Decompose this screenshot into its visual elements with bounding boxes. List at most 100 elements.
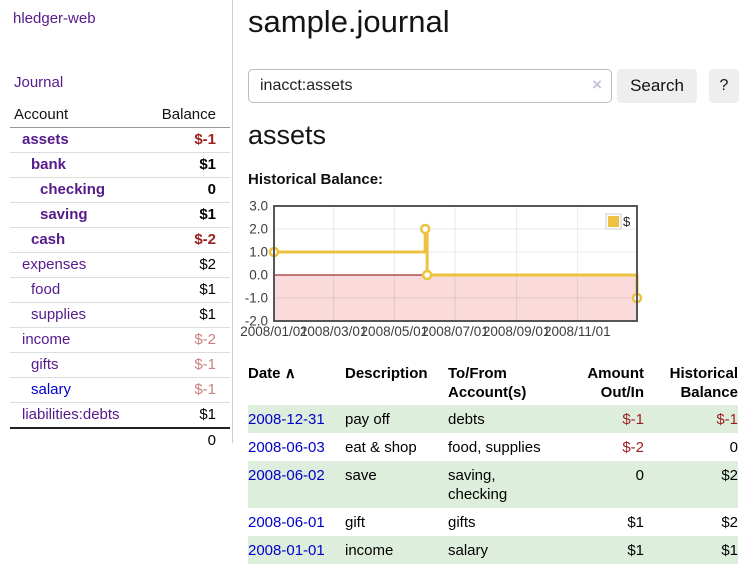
svg-text:1.0: 1.0 bbox=[249, 245, 268, 260]
search-button[interactable]: Search bbox=[617, 69, 697, 103]
transaction-description: income bbox=[345, 536, 448, 564]
svg-text:2.0: 2.0 bbox=[249, 222, 268, 237]
account-row: cash $-2 bbox=[10, 227, 230, 253]
accounts-table-header: Account Balance bbox=[10, 102, 230, 128]
balance-chart: $3.0 2.0 1.0 0.0 -1.0 -2.0 2008/01/01 2008/03/0… bbox=[240, 198, 644, 342]
svg-text:2008/01/01: 2008/01/01 bbox=[240, 324, 308, 339]
register-row: 2008-06-02 save saving, checking 0 $2 bbox=[248, 461, 738, 508]
svg-text:2008/07/01: 2008/07/01 bbox=[421, 324, 489, 339]
register-header: Date ∧ Description To/From Account(s) Am… bbox=[248, 362, 738, 405]
account-row: saving $1 bbox=[10, 202, 230, 228]
transaction-amount: $1 bbox=[627, 514, 644, 531]
transaction-description: gift bbox=[345, 514, 366, 531]
account-row: checking 0 bbox=[10, 177, 230, 203]
svg-text:3.0: 3.0 bbox=[249, 199, 268, 214]
account-link[interactable]: liabilities:debts bbox=[22, 406, 120, 423]
transaction-balance: $2 bbox=[721, 514, 738, 531]
account-row: supplies $1 bbox=[10, 302, 230, 328]
help-button[interactable]: ? bbox=[709, 69, 739, 103]
account-row: food $1 bbox=[10, 277, 230, 303]
register-row: 2008-12-31 pay off debts $-1 $-1 bbox=[248, 405, 738, 433]
accounts-col-account: Account bbox=[10, 102, 143, 128]
account-balance: $1 bbox=[142, 277, 230, 303]
accounts-total-row: 0 bbox=[10, 427, 230, 453]
account-row: expenses $2 bbox=[10, 252, 230, 278]
account-balance: $-1 bbox=[142, 352, 230, 378]
account-link[interactable]: salary bbox=[31, 381, 72, 398]
transaction-description: eat & shop bbox=[345, 439, 417, 456]
transaction-description: pay off bbox=[345, 405, 448, 433]
search-form: × Search ? bbox=[248, 69, 740, 103]
transaction-date-link[interactable]: 2008-06-01 bbox=[248, 514, 325, 531]
transaction-accounts: food, supplies bbox=[448, 439, 541, 456]
account-balance: $1 bbox=[142, 152, 230, 178]
account-row: salary $-1 bbox=[10, 377, 230, 403]
register-col-description: Description bbox=[345, 365, 428, 382]
account-link[interactable]: bank bbox=[31, 156, 67, 173]
balance-chart-svg: $3.0 2.0 1.0 0.0 -1.0 -2.02008/01/012008/03/0… bbox=[240, 199, 643, 339]
account-row: income $-2 bbox=[10, 327, 230, 353]
account-link[interactable]: checking bbox=[40, 181, 106, 198]
account-row: gifts $-1 bbox=[10, 352, 230, 378]
account-balance: $-1 bbox=[142, 127, 230, 153]
account-balance: $1 bbox=[142, 202, 230, 228]
sidebar-item-journal[interactable]: Journal bbox=[14, 74, 64, 91]
accounts-col-balance: Balance bbox=[142, 102, 230, 128]
transaction-date-link[interactable]: 2008-06-03 bbox=[248, 439, 325, 456]
register-col-tofrom: To/From Account(s) bbox=[448, 365, 527, 401]
account-link[interactable]: gifts bbox=[31, 356, 59, 373]
transaction-amount: $-2 bbox=[622, 439, 644, 456]
transaction-accounts: salary bbox=[448, 536, 568, 564]
svg-text:-1.0: -1.0 bbox=[245, 291, 268, 306]
page-title: sample.journal bbox=[248, 4, 450, 39]
accounts-total: 0 bbox=[142, 427, 230, 453]
app-title-link[interactable]: hledger-web bbox=[13, 10, 96, 27]
search-input[interactable] bbox=[250, 71, 584, 101]
account-link[interactable]: cash bbox=[31, 231, 66, 248]
account-heading: assets bbox=[248, 120, 327, 150]
register-table: Date ∧ Description To/From Account(s) Am… bbox=[248, 362, 738, 564]
svg-text:2008/09/01: 2008/09/01 bbox=[483, 324, 551, 339]
account-balance: $1 bbox=[142, 302, 230, 328]
account-link[interactable]: food bbox=[31, 281, 61, 298]
account-balance: $-2 bbox=[142, 227, 230, 253]
transaction-amount: $-1 bbox=[568, 405, 644, 433]
register-col-date: Date ∧ bbox=[248, 365, 296, 382]
account-balance: $2 bbox=[142, 252, 230, 278]
account-row: bank $1 bbox=[10, 152, 230, 178]
transaction-amount: $1 bbox=[568, 536, 644, 564]
account-row: liabilities:debts $1 bbox=[10, 402, 230, 429]
account-balance: $1 bbox=[142, 402, 230, 429]
transaction-balance: $1 bbox=[644, 536, 738, 564]
chart-heading: Historical Balance: bbox=[248, 171, 384, 188]
search-box: × bbox=[248, 69, 612, 103]
account-link[interactable]: assets bbox=[22, 131, 69, 148]
svg-text:0.0: 0.0 bbox=[249, 268, 268, 283]
account-link[interactable]: supplies bbox=[31, 306, 87, 323]
account-balance: 0 bbox=[142, 177, 230, 203]
transaction-date-link[interactable]: 2008-12-31 bbox=[248, 411, 325, 428]
transaction-balance: 0 bbox=[729, 439, 738, 456]
account-link[interactable]: income bbox=[22, 331, 71, 348]
account-link[interactable]: expenses bbox=[22, 256, 87, 273]
transaction-accounts: gifts bbox=[448, 514, 476, 531]
account-row: assets $-1 bbox=[10, 127, 230, 153]
svg-text:2008/03/01: 2008/03/01 bbox=[300, 324, 368, 339]
register-row: 2008-06-01 gift gifts $1 $2 bbox=[248, 508, 738, 536]
register-row: 2008-01-01 income salary $1 $1 bbox=[248, 536, 738, 564]
svg-text:2008/05/01: 2008/05/01 bbox=[361, 324, 429, 339]
account-balance: $-2 bbox=[142, 327, 230, 353]
clear-search-icon[interactable]: × bbox=[592, 75, 602, 94]
transaction-date-link[interactable]: 2008-06-02 bbox=[248, 467, 325, 484]
register-row: 2008-06-03 eat & shop food, supplies $-2 0 bbox=[248, 433, 738, 461]
transaction-accounts: saving, checking bbox=[448, 461, 568, 508]
account-link[interactable]: saving bbox=[40, 206, 88, 223]
transaction-balance: $2 bbox=[644, 461, 738, 508]
svg-text:-2.0: -2.0 bbox=[245, 314, 268, 329]
transaction-amount: 0 bbox=[568, 461, 644, 508]
sidebar: hledger-web Journal Account Balance asse… bbox=[0, 0, 233, 453]
transaction-balance: $-1 bbox=[644, 405, 738, 433]
transaction-accounts: debts bbox=[448, 405, 568, 433]
svg-text:2008/11/01: 2008/11/01 bbox=[544, 324, 611, 339]
transaction-date-link[interactable]: 2008-01-01 bbox=[248, 542, 325, 559]
